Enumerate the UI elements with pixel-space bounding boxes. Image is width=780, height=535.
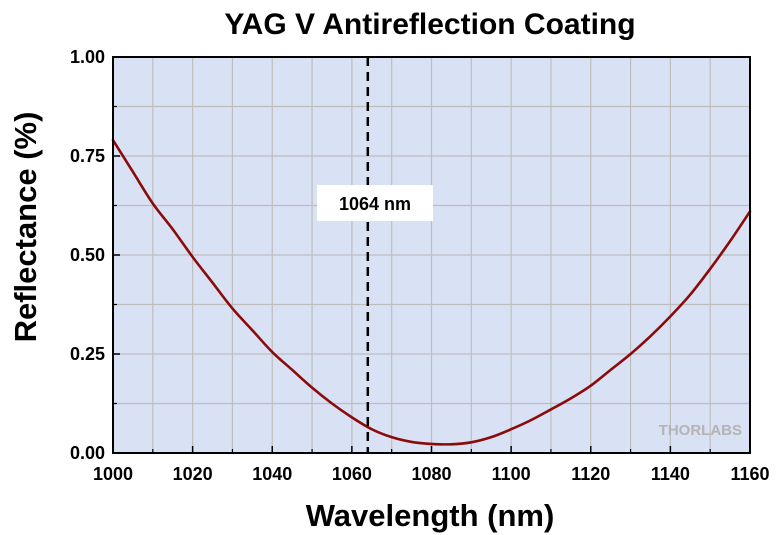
y-tick-labels: 0.00 0.25 0.50 0.75 1.00	[70, 47, 105, 463]
thorlabs-logo: THORLABS	[659, 422, 742, 439]
x-tick-label: 1000	[93, 464, 133, 484]
x-tick-label: 1160	[730, 464, 769, 484]
plot-frame	[112, 56, 751, 454]
x-tick-label: 1100	[492, 464, 531, 484]
annotation-label-box	[317, 185, 433, 221]
y-axis-title: Reflectance (%)	[8, 112, 43, 343]
x-tick-label: 1140	[651, 464, 690, 484]
y-tick-label: 0.25	[70, 344, 105, 364]
chart-title: YAG V Antireflection Coating	[224, 8, 635, 41]
y-tick-label: 0.00	[70, 443, 105, 463]
x-tick-labels: 1000 1020 1040 1060 1080 1100 1120 1140 1160	[93, 464, 770, 484]
x-tick-label: 1040	[252, 464, 292, 484]
reflectance-series-line	[111, 138, 752, 446]
x-tick-label: 1120	[571, 464, 610, 484]
y-tick-label: 1.00	[70, 47, 105, 67]
y-tick-label: 0.50	[70, 245, 105, 265]
y-tick-label: 0.75	[70, 146, 105, 166]
annotation-label: 1064 nm	[339, 194, 411, 214]
x-tick-label: 1020	[173, 464, 213, 484]
x-tick-label: 1060	[332, 464, 372, 484]
x-tick-label: 1080	[411, 464, 451, 484]
logo-watermark: THORLABS	[659, 422, 742, 439]
x-axis-title: Wavelength (nm)	[306, 498, 555, 533]
grid	[113, 57, 750, 453]
